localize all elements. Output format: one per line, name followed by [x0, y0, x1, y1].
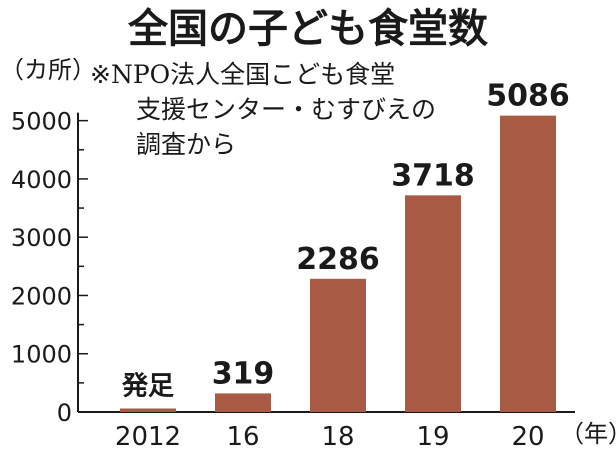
data-label: 5086: [486, 79, 570, 114]
bar: [310, 278, 366, 412]
data-label: 2286: [296, 242, 380, 277]
x-unit-label: （年）: [560, 420, 616, 448]
bar: [120, 408, 176, 412]
data-label: 3718: [391, 158, 475, 193]
x-tick-label: 19: [416, 422, 449, 450]
data-label: 319: [212, 356, 275, 391]
bar: [500, 115, 556, 412]
x-tick-label: 16: [226, 422, 259, 450]
source-note-line-1: ※NPO法人全国こども食堂: [90, 60, 395, 89]
y-tick-label: 2000: [11, 282, 72, 310]
bar: [405, 195, 461, 412]
bar: [215, 393, 271, 412]
bar-annotation: 発足: [121, 372, 174, 402]
y-tick-label: 5000: [11, 108, 72, 136]
x-tick-label: 18: [321, 422, 354, 450]
source-note-line-3: 調査から: [136, 130, 236, 159]
y-tick-label: 3000: [11, 224, 72, 252]
x-tick-label: 20: [511, 422, 544, 450]
y-tick-label: 4000: [11, 166, 72, 194]
x-tick-label: 2012: [115, 422, 181, 450]
y-unit-label: （カ所）: [0, 56, 96, 84]
source-note-line-2: 支援センター・むすびえの: [136, 95, 436, 124]
plot-area: 0 1000 2000 3000 4000 5000 2012 16 319 18 2286 19 37…: [11, 79, 575, 450]
y-tick-label: 1000: [11, 341, 72, 369]
chart-title: 全国の子ども食堂数: [127, 6, 488, 52]
y-tick-label: 0: [57, 399, 72, 427]
